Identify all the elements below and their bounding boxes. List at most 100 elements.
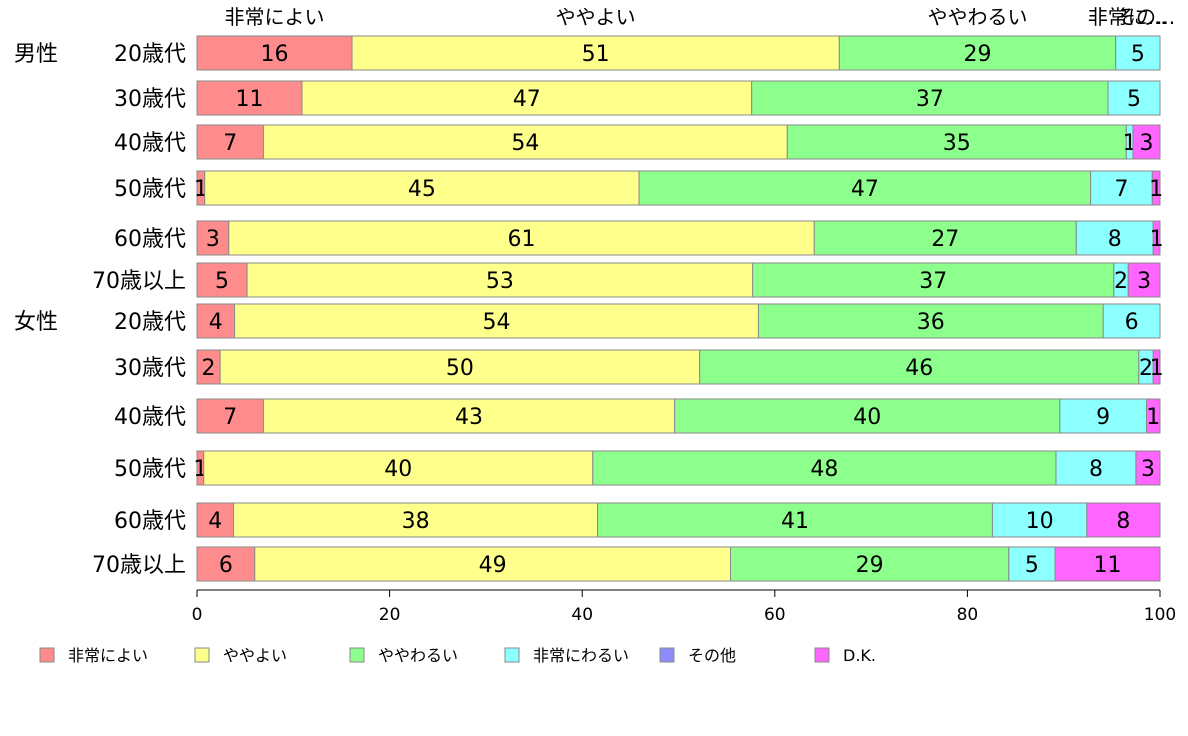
bar-segment: [752, 262, 1115, 298]
legend-swatch: [504, 647, 520, 663]
top-label-0: 非常によい: [225, 5, 325, 29]
data-label: 2: [1139, 356, 1153, 381]
data-label: 54: [511, 131, 539, 156]
data-label: 16: [261, 42, 289, 67]
bar-segment: [196, 35, 353, 71]
top-label-4: その...: [1116, 5, 1175, 29]
bar-segment: [1107, 80, 1161, 116]
bar-row-4: 3 61 27 8 1: [196, 220, 1164, 256]
bar-row-3: 1 45 47 7 1: [194, 170, 1163, 206]
x-tick-label: 20: [379, 605, 401, 625]
bar-segment: [1086, 502, 1161, 538]
x-tick-label: 60: [764, 605, 786, 625]
legend-swatch: [194, 647, 210, 663]
bar-row-7: 2 50 46 21: [196, 349, 1164, 385]
bar-segment: [786, 124, 1127, 160]
data-label: 5: [1025, 553, 1039, 578]
legend: 非常によい ややよい ややわるい 非常にわるい その他 D.K.: [39, 646, 876, 665]
bar-segment: [196, 220, 230, 256]
data-label: 1: [1150, 356, 1164, 381]
data-label: 50: [446, 356, 474, 381]
data-label: 45: [408, 177, 436, 202]
legend-label: 非常によい: [68, 646, 148, 665]
row-label: 70歳以上: [92, 553, 186, 578]
data-label: 9: [1096, 405, 1110, 430]
bar-segment: [1008, 546, 1056, 582]
bar-row-11: 6 49 29 5 11: [196, 546, 1161, 582]
bar-segment: [254, 546, 732, 582]
bar-row-1: 11 47 37 5: [196, 80, 1161, 116]
legend-swatch: [39, 647, 55, 663]
bar-segment: [592, 450, 1057, 486]
legend-item: D.K.: [814, 646, 876, 665]
legend-item: 非常にわるい: [504, 646, 629, 665]
data-label: 2: [202, 356, 216, 381]
data-label: 2: [1114, 269, 1128, 294]
row-label: 30歳代: [114, 87, 186, 112]
data-label: 35: [943, 131, 971, 156]
bar-segment: [1075, 220, 1154, 256]
bar-segment: [1152, 349, 1161, 385]
data-label: 47: [513, 87, 541, 112]
bar-segment: [196, 546, 256, 582]
bar-segment: [204, 170, 640, 206]
data-label: 1: [1150, 227, 1164, 252]
data-label: 8: [1108, 227, 1122, 252]
x-tick-label: 80: [957, 605, 979, 625]
data-label: 6: [219, 553, 233, 578]
row-label: 60歳代: [114, 509, 186, 534]
bar-segment: [757, 303, 1104, 339]
bar-segment: [1102, 303, 1161, 339]
bar-segment: [1132, 124, 1161, 160]
data-label: 3: [1137, 269, 1151, 294]
legend-label: ややよい: [223, 646, 287, 665]
data-label: 36: [917, 310, 945, 335]
data-label: 4: [209, 310, 223, 335]
legend-item: ややわるい: [349, 646, 458, 665]
bar-segment: [196, 124, 264, 160]
data-label: 4: [208, 509, 222, 534]
bar-segment: [196, 80, 303, 116]
top-label-1: ややよい: [556, 5, 636, 29]
bar-segment: [751, 80, 1109, 116]
bar-segment: [1146, 398, 1161, 434]
data-label: 51: [582, 42, 610, 67]
top-label-3: 非常に...: [1088, 5, 1167, 29]
top-label-2: ややわるい: [928, 5, 1028, 29]
legend-label: 非常にわるい: [533, 646, 629, 665]
bar-segment: [233, 502, 599, 538]
data-label: 29: [856, 553, 884, 578]
bar-row-5: 5 53 37 2 3: [196, 262, 1161, 298]
bar-segment: [638, 170, 1092, 206]
row-label: 50歳代: [114, 457, 186, 482]
bar-segment: [1054, 546, 1161, 582]
legend-item: ややよい: [194, 646, 287, 665]
bar-segment: [1090, 170, 1153, 206]
x-tick-label: 100: [1144, 605, 1176, 625]
bar-row-10: 4 38 41 10 8: [196, 502, 1161, 538]
legend-label: ややわるい: [378, 646, 458, 665]
row-label: 20歳代: [114, 42, 186, 67]
data-label: 46: [905, 356, 933, 381]
bar-segment: [262, 398, 676, 434]
bar-row-0: 16 51 29 5: [196, 35, 1161, 71]
x-axis: 0 20 40 60 80 100: [192, 589, 1176, 625]
bar-segment: [1152, 220, 1161, 256]
x-tick-label: 40: [571, 605, 593, 625]
bar-segment: [1127, 262, 1161, 298]
bar-segment: [1059, 398, 1148, 434]
row-label: 40歳代: [114, 405, 186, 430]
row-label: 70歳以上: [92, 269, 186, 294]
bar-segment: [699, 349, 1140, 385]
row-label: 60歳代: [114, 227, 186, 252]
bar-segment: [813, 220, 1077, 256]
data-label: 37: [919, 269, 947, 294]
legend-label: その他: [688, 646, 736, 665]
bar-segment: [203, 450, 594, 486]
data-label: 11: [1094, 553, 1122, 578]
data-label: 38: [402, 509, 430, 534]
legend-swatch: [814, 647, 830, 663]
legend-swatch: [349, 647, 365, 663]
data-label: 8: [1089, 457, 1103, 482]
